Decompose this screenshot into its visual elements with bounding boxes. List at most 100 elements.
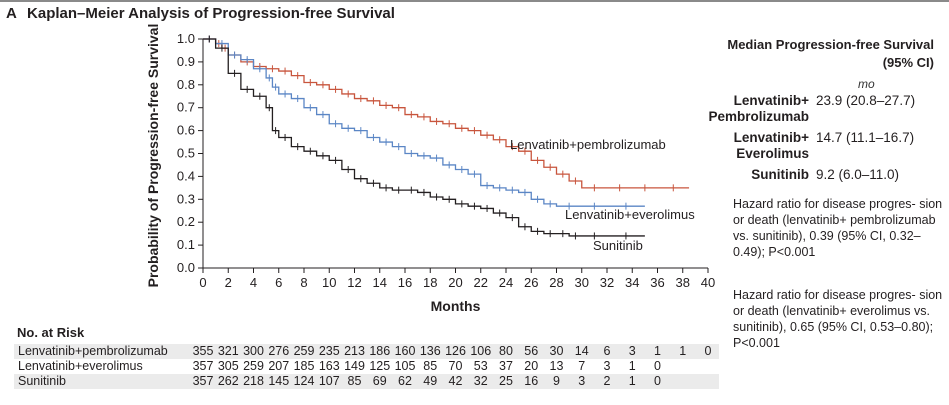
risk-cell: 321 [217, 344, 239, 358]
x-tick-label: 24 [499, 275, 513, 290]
median-row-value: 9.2 (6.0–11.0) [816, 167, 900, 182]
risk-cell: 124 [293, 374, 315, 388]
risk-cell: 16 [524, 374, 539, 388]
x-tick-label: 18 [423, 275, 437, 290]
median-row-value: 23.9 (20.8–27.7) [816, 93, 916, 108]
risk-cell: 207 [268, 359, 290, 373]
risk-cell: 0 [704, 344, 712, 358]
x-tick-label: 6 [275, 275, 282, 290]
y-tick-label: 0.5 [177, 146, 195, 161]
chart-axes: 0 2 4 6 8 10 12 14 16 18 20 22 24 26 28 30 32 34 36 38 400.0… [177, 31, 715, 290]
risk-cell: 20 [524, 359, 539, 373]
chart-curves [203, 35, 690, 240]
risk-cell: 7 [578, 359, 586, 373]
median-row-label: Lenvatinib+ Pembrolizumab [708, 93, 809, 124]
risk-row: Lenvatinib+pembrolizumab 355 321 300 276 259 2… [14, 344, 719, 359]
risk-cell: 213 [344, 344, 365, 358]
x-tick-label: 14 [373, 275, 387, 290]
risk-cell: 163 [318, 359, 340, 373]
risk-cell: 125 [369, 359, 391, 373]
risk-cell: 0 [654, 359, 661, 373]
risk-cell: 80 [499, 344, 513, 358]
x-tick-label: 0 [199, 275, 206, 290]
median-title: Median Progression-free Survival (95% CI… [727, 37, 934, 70]
median-row-label: Lenvatinib+ Everolimus [733, 130, 809, 161]
risk-row-label: Lenvatinib+pembrolizumab [18, 344, 168, 358]
x-tick-label: 30 [575, 275, 589, 290]
risk-cell: 355 [192, 344, 214, 358]
median-unit: mo [858, 77, 875, 91]
y-axis-label: Probability of Progression-free Survival [145, 24, 161, 288]
risk-cell: 1 [628, 374, 636, 388]
risk-cell: 30 [549, 344, 564, 358]
risk-row-label: Sunitinib [18, 374, 66, 388]
median-row-label: Sunitinib [751, 167, 809, 182]
x-tick-label: 22 [474, 275, 488, 290]
y-tick-label: 0.1 [177, 237, 195, 252]
risk-cell: 235 [318, 344, 340, 358]
panel-letter: A [6, 5, 17, 22]
y-tick-label: 0.9 [177, 54, 195, 69]
risk-cell: 136 [419, 344, 441, 358]
hazard-note-1: Hazard ratio for disease progres- sion o… [733, 197, 943, 259]
x-tick-label: 32 [600, 275, 614, 290]
y-tick-label: 1.0 [177, 31, 195, 46]
risk-cell: 2 [603, 374, 611, 388]
risk-cell: 160 [394, 344, 416, 358]
x-tick-label: 38 [676, 275, 690, 290]
x-tick-label: 26 [524, 275, 538, 290]
panel-title: Kaplan–Meier Analysis of Progression-fre… [27, 5, 395, 22]
km-curve-0 [203, 38, 690, 189]
x-tick-label: 12 [347, 275, 361, 290]
risk-cell: 49 [423, 374, 438, 388]
risk-cell: 259 [243, 359, 264, 373]
median-row-value: 14.7 (11.1–16.7) [816, 130, 915, 145]
x-axis-label: Months [431, 298, 481, 314]
risk-cell: 42 [448, 374, 463, 388]
x-tick-label: 28 [549, 275, 563, 290]
risk-cell: 9 [553, 374, 560, 388]
risk-cell: 62 [398, 374, 412, 388]
risk-cell: 69 [372, 374, 387, 388]
risk-cell: 357 [192, 359, 214, 373]
risk-row-label: Lenvatinib+everolimus [18, 359, 143, 373]
x-tick-label: 40 [701, 275, 715, 290]
chart-labels: Months Probability of Progression-free Su… [145, 24, 695, 314]
risk-cell: 14 [574, 344, 589, 358]
y-tick-label: 0.4 [177, 168, 195, 183]
hazard-note-2: Hazard ratio for disease progres- sion o… [733, 288, 943, 350]
risk-cell: 3 [628, 344, 636, 358]
y-tick-label: 0.6 [177, 123, 195, 138]
y-tick-label: 0.0 [177, 260, 195, 275]
risk-cell: 145 [268, 374, 290, 388]
risk-cell: 259 [293, 344, 315, 358]
risk-cell: 126 [445, 344, 466, 358]
risk-row: Sunitinib 357 262 218 145 124 107 85 69 62 49 42 32 2… [14, 374, 719, 389]
risk-cell: 13 [549, 359, 564, 373]
y-tick-label: 0.8 [177, 77, 195, 92]
risk-cell: 85 [423, 359, 438, 373]
risk-cell: 6 [603, 344, 611, 358]
risk-cell: 1 [628, 359, 636, 373]
risk-cell: 56 [524, 344, 539, 358]
x-tick-label: 36 [650, 275, 664, 290]
curve-label-0: Lenvatinib+pembrolizumab [510, 137, 666, 152]
curve-label-2: Sunitinib [593, 238, 643, 253]
risk-cell: 105 [394, 359, 416, 373]
risk-cell: 106 [470, 344, 492, 358]
panel-header: A Kaplan–Meier Analysis of Progression-f… [6, 5, 395, 22]
risk-cell: 262 [217, 374, 239, 388]
risk-cell: 37 [499, 359, 513, 373]
risk-cell: 32 [473, 374, 488, 388]
x-tick-label: 16 [398, 275, 412, 290]
risk-cell: 107 [318, 374, 340, 388]
top-rule [0, 0, 949, 2]
risk-cell: 70 [448, 359, 463, 373]
risk-cell: 1 [679, 344, 687, 358]
risk-cell: 305 [217, 359, 239, 373]
y-tick-label: 0.2 [177, 214, 195, 229]
risk-cell: 1 [654, 344, 661, 358]
y-tick-label: 0.7 [177, 100, 195, 115]
risk-cell: 185 [293, 359, 315, 373]
